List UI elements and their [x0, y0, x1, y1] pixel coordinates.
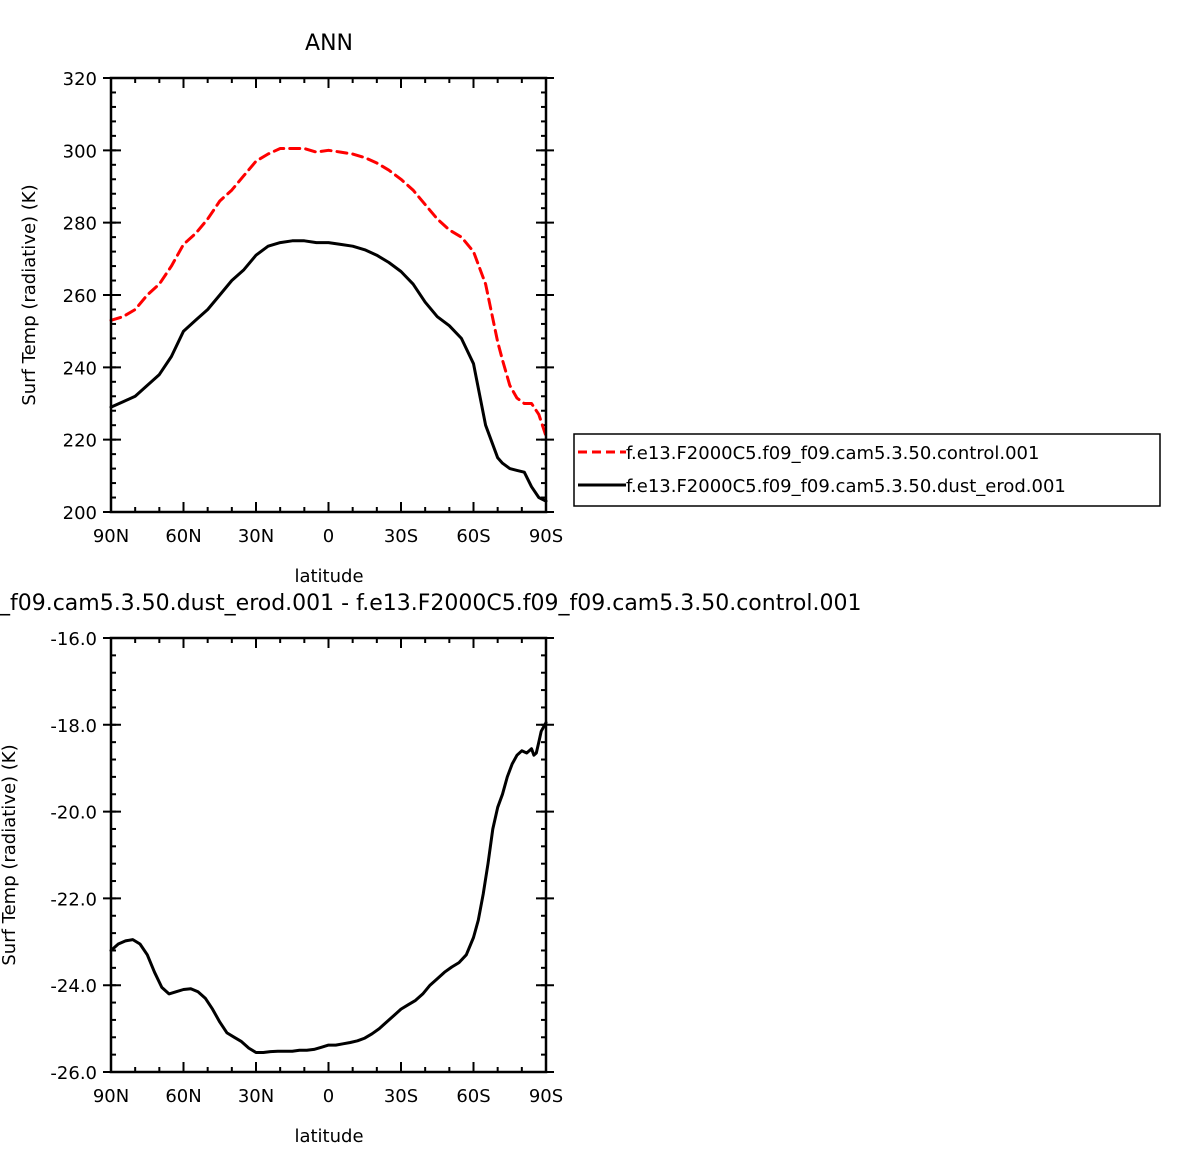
bottom-x-tick-label: 30S — [384, 1086, 418, 1107]
bottom-y-tick-label: -20.0 — [50, 803, 97, 824]
top-y-tick-label: 200 — [63, 503, 97, 524]
legend-label-control: f.e13.F2000C5.f09_f09.cam5.3.50.control.… — [626, 443, 1039, 464]
top-plot-y-axis-label: Surf Temp (radiative) (K) — [19, 184, 40, 405]
top-y-tick-label: 220 — [63, 431, 97, 452]
top-y-tick-label: 300 — [63, 141, 97, 162]
bottom-x-tick-label: 0 — [323, 1086, 334, 1107]
bottom-y-tick-label: -22.0 — [50, 889, 97, 910]
bottom-plot-series — [109, 721, 548, 1054]
top-x-tick-label: 60N — [165, 526, 201, 547]
bottom-x-tick-label: 30N — [238, 1086, 274, 1107]
top-plot-title: ANN — [305, 31, 353, 56]
top-x-tick-label: 60S — [456, 526, 490, 547]
bottom-x-tick-label: 60S — [456, 1086, 490, 1107]
top-series-line-1 — [109, 239, 548, 503]
top-y-tick-label: 240 — [63, 358, 97, 379]
top-x-tick-label: 0 — [323, 526, 334, 547]
legend: f.e13.F2000C5.f09_f09.cam5.3.50.control.… — [573, 433, 1161, 507]
bottom-y-tick-label: -26.0 — [50, 1063, 97, 1084]
top-plot-frame — [109, 76, 548, 514]
top-plot-ticks: 90N 60N 30N 0 30S 60S 90S 200 220 240 260 280 300 320 — [63, 69, 564, 547]
top-series-line-0 — [109, 147, 548, 438]
bottom-plot: f.e13.F2000C5.f09_f09.cam5.3.50.dust_ero… — [0, 591, 861, 1147]
top-plot-series — [109, 147, 548, 503]
bottom-x-tick-label: 90S — [529, 1086, 563, 1107]
top-y-tick-label: 260 — [63, 286, 97, 307]
top-x-tick-label: 30S — [384, 526, 418, 547]
top-y-tick-label: 320 — [63, 69, 97, 90]
bottom-plot-frame — [109, 636, 548, 1074]
legend-label-dust-erod: f.e13.F2000C5.f09_f09.cam5.3.50.dust_ero… — [626, 476, 1066, 497]
top-x-tick-label: 90N — [93, 526, 129, 547]
bottom-y-tick-label: -18.0 — [50, 716, 97, 737]
top-plot-x-axis-label: latitude — [294, 566, 363, 587]
bottom-y-tick-label: -16.0 — [50, 629, 97, 650]
top-plot: ANN Surf Temp (radiative) (K) latitude 9… — [19, 31, 563, 587]
legend-box — [573, 433, 1161, 507]
top-y-tick-label: 280 — [63, 214, 97, 235]
bottom-x-tick-label: 90N — [93, 1086, 129, 1107]
bottom-plot-y-axis-label: Surf Temp (radiative) (K) — [0, 744, 20, 965]
top-x-tick-label: 30N — [238, 526, 274, 547]
bottom-series-line-0 — [109, 721, 548, 1054]
top-x-tick-label: 90S — [529, 526, 563, 547]
bottom-plot-x-axis-label: latitude — [294, 1126, 363, 1147]
bottom-plot-title: f.e13.F2000C5.f09_f09.cam5.3.50.dust_ero… — [0, 591, 861, 616]
bottom-y-tick-label: -24.0 — [50, 976, 97, 997]
bottom-x-tick-label: 60N — [165, 1086, 201, 1107]
